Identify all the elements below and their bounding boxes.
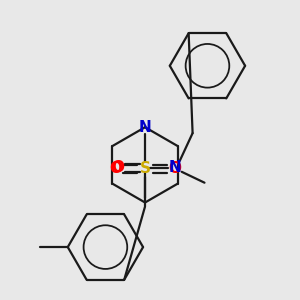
Text: O: O (109, 161, 122, 176)
Text: N: N (139, 120, 152, 135)
Text: N: N (168, 160, 181, 175)
Text: O: O (168, 161, 181, 176)
Text: S: S (140, 161, 151, 176)
Text: O: O (111, 160, 124, 175)
